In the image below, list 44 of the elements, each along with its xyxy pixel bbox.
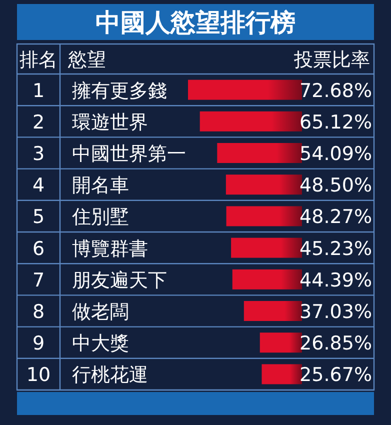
y-tick-label: 擁有更多錢 — [72, 80, 167, 102]
bar — [232, 269, 302, 290]
bar — [226, 206, 302, 226]
data-label: 48.50% — [300, 174, 372, 197]
text: 6 — [32, 238, 45, 260]
y-tick-label: 行桃花運 — [72, 364, 148, 386]
bar — [226, 174, 302, 195]
bar — [244, 301, 302, 321]
chart-title: 中國人慾望排行榜 — [96, 8, 296, 37]
data-label: 25.67% — [300, 364, 372, 386]
text: 5 — [32, 206, 45, 228]
bar — [262, 364, 302, 384]
y-tick-label: 中國世界第一 — [72, 143, 186, 165]
text: 4 — [32, 174, 45, 197]
bar — [200, 111, 302, 132]
data-label: 48.27% — [300, 206, 372, 228]
data-label: 65.12% — [300, 111, 372, 134]
data-label: 44.39% — [300, 269, 372, 292]
y-tick-label: 朋友遍天下 — [72, 269, 167, 292]
bar — [217, 143, 302, 163]
y-tick-label: 住別墅 — [71, 206, 129, 228]
y-tick-label: 博覽群書 — [72, 238, 148, 260]
bar — [188, 80, 302, 100]
text: 8 — [32, 301, 45, 323]
y-tick-label: 中大獎 — [72, 332, 129, 355]
y-axis-title: 慾望 — [67, 49, 106, 71]
text: 9 — [32, 332, 45, 355]
text: 2 — [32, 111, 45, 134]
bar — [260, 332, 302, 353]
data-label: 37.03% — [300, 301, 372, 323]
y-tick-label: 開名車 — [72, 174, 129, 197]
data-label: 45.23% — [300, 238, 372, 260]
text: 10 — [26, 364, 51, 386]
x-axis-title: 投票比率 — [293, 49, 370, 71]
y-tick-label: 做老闆 — [72, 301, 129, 323]
text: 7 — [32, 269, 45, 292]
text: 1 — [32, 80, 45, 102]
text: 排名 — [20, 49, 58, 71]
data-label: 54.09% — [300, 143, 372, 165]
y-tick-label: 環遊世界 — [72, 111, 148, 134]
data-label: 26.85% — [300, 332, 372, 355]
data-label: 72.68% — [300, 80, 372, 102]
bar — [231, 238, 302, 258]
text: 3 — [32, 143, 45, 165]
